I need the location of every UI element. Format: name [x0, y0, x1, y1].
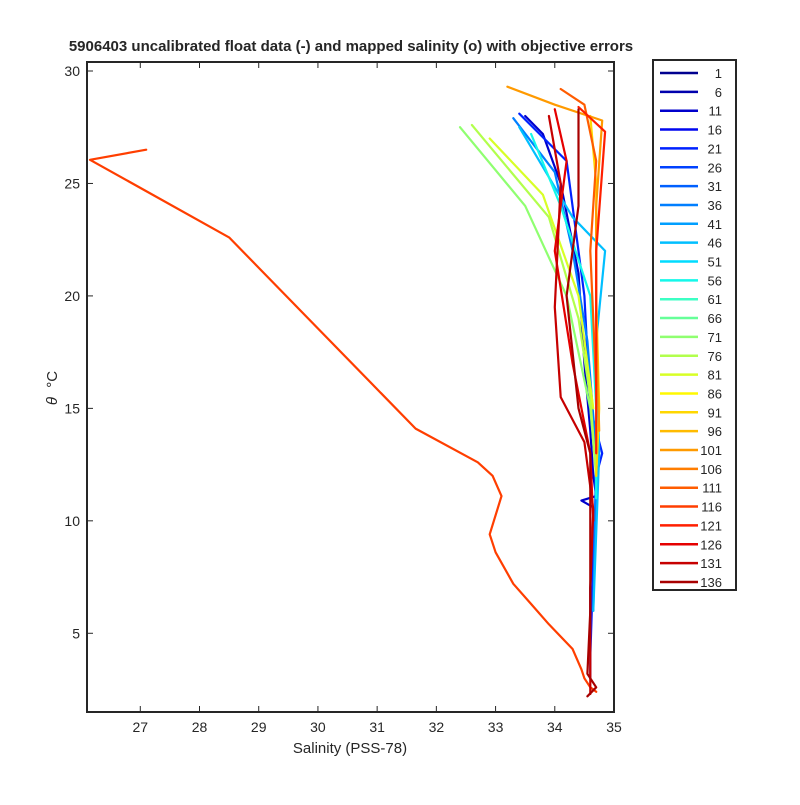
plot-area: 27 28 29 30 31 32 33 34 35 5 10 15 20 25 30 [64, 61, 622, 735]
chart-title: 5906403 uncalibrated float data (-) and … [69, 38, 633, 55]
legend-label-1: 1 [715, 66, 722, 81]
x-tick-label: 29 [251, 719, 267, 735]
legend-label-26: 26 [708, 160, 722, 175]
legend-label-86: 86 [708, 386, 722, 401]
legend-label-111: 111 [702, 481, 722, 496]
x-tick-label: 27 [133, 719, 149, 735]
x-tick-label: 32 [429, 719, 445, 735]
x-tick-label: 34 [547, 719, 563, 735]
legend-label-31: 31 [708, 179, 722, 194]
legend-label-71: 71 [708, 330, 722, 345]
x-tick-label: 35 [606, 719, 622, 735]
legend-items: 1611162126313641465156616671768186919610… [660, 66, 722, 590]
series-line-111 [559, 87, 598, 387]
series-line-46 [518, 126, 607, 612]
legend-label-116: 116 [701, 500, 722, 515]
y-tick-label: 5 [72, 625, 80, 641]
legend-label-11: 11 [709, 104, 723, 119]
legend-label-121: 121 [700, 518, 722, 533]
y-tick-label: 20 [64, 288, 80, 304]
legend-label-16: 16 [708, 123, 722, 138]
y-tick-label: 10 [64, 513, 80, 529]
legend-label-96: 96 [708, 424, 722, 439]
plot-frame [86, 61, 615, 713]
series-line-76 [470, 123, 598, 477]
legend-label-41: 41 [708, 217, 722, 232]
legend: 1611162126313641465156616671768186919610… [652, 59, 737, 591]
y-axis-label-symbol: θ [44, 397, 61, 405]
x-tick-label: 33 [488, 719, 504, 735]
series-line-121 [577, 105, 607, 455]
x-tick-label: 30 [310, 719, 326, 735]
legend-label-81: 81 [708, 368, 722, 383]
y-axis-label-unit: °C [44, 371, 61, 388]
series-line-136 [565, 108, 598, 698]
legend-label-106: 106 [700, 462, 722, 477]
series-line-81 [488, 137, 595, 410]
series-line-131 [547, 114, 595, 696]
series-layer [88, 85, 607, 698]
legend-label-6: 6 [715, 85, 722, 100]
y-axis-ticks: 5 10 15 20 25 30 [64, 63, 614, 641]
legend-label-36: 36 [708, 198, 722, 213]
x-tick-label: 31 [369, 719, 385, 735]
y-axis-label: θ °C [44, 371, 61, 405]
x-axis-ticks: 27 28 29 30 31 32 33 34 35 [133, 62, 622, 735]
legend-label-76: 76 [708, 349, 722, 364]
legend-label-91: 91 [708, 405, 722, 420]
legend-label-21: 21 [708, 141, 722, 156]
x-tick-label: 28 [192, 719, 208, 735]
legend-label-101: 101 [700, 443, 722, 458]
legend-label-46: 46 [708, 236, 722, 251]
x-axis-label: Salinity (PSS-78) [293, 740, 407, 757]
legend-label-126: 126 [700, 537, 722, 552]
y-tick-label: 25 [64, 175, 80, 191]
legend-label-136: 136 [700, 575, 722, 590]
y-tick-label: 30 [64, 63, 80, 79]
legend-label-61: 61 [708, 292, 722, 307]
legend-box [652, 59, 737, 591]
series-line-116 [88, 148, 598, 693]
y-tick-label: 15 [64, 400, 80, 416]
legend-label-66: 66 [708, 311, 722, 326]
legend-label-131: 131 [700, 556, 722, 571]
legend-label-51: 51 [708, 255, 722, 270]
legend-label-56: 56 [708, 273, 722, 288]
